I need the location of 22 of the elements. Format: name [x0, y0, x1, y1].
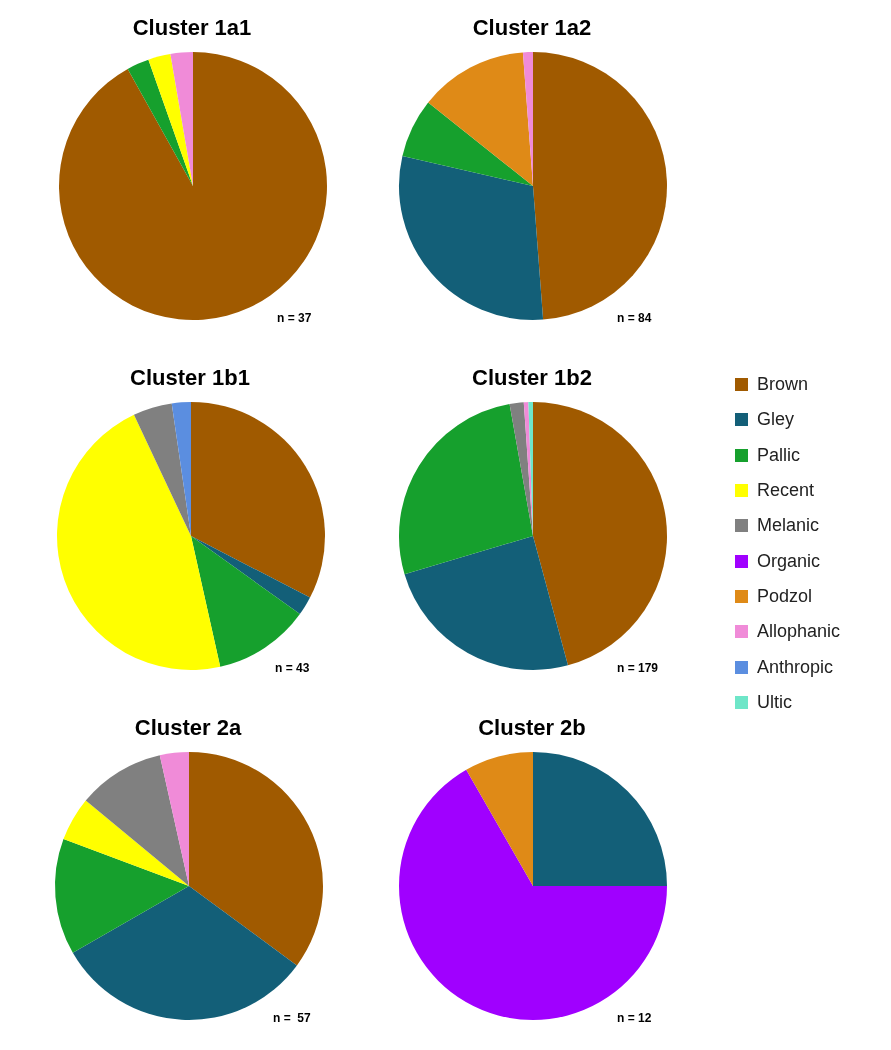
legend-label: Recent: [757, 480, 815, 502]
legend-label: Allophanic: [757, 621, 841, 643]
chart-title: Cluster 1b2: [471, 365, 593, 391]
legend-label: Organic: [757, 550, 821, 572]
legend-label: Anthropic: [757, 656, 834, 678]
chart-title: Cluster 2a: [133, 715, 243, 741]
legend-label: Melanic: [757, 515, 820, 537]
text: n = 12: [617, 1011, 652, 1025]
chart-title: Cluster 1a1: [131, 15, 253, 41]
legend-label: Ultic: [757, 691, 792, 713]
chart-title: Cluster 1a2: [471, 15, 593, 41]
text: n = 84: [617, 311, 652, 325]
text: n = 57: [273, 1011, 311, 1025]
chart-title: Cluster 2b: [477, 715, 587, 741]
text: n = 37: [277, 311, 312, 325]
legend-label: Brown: [757, 374, 809, 396]
text: n = 43: [275, 661, 310, 675]
text: n = 179: [617, 661, 659, 675]
chart-title: Cluster 1b1: [129, 365, 251, 391]
legend-label: Pallic: [757, 444, 801, 466]
legend-label: Podzol: [757, 585, 813, 607]
legend-label: Gley: [757, 409, 795, 431]
